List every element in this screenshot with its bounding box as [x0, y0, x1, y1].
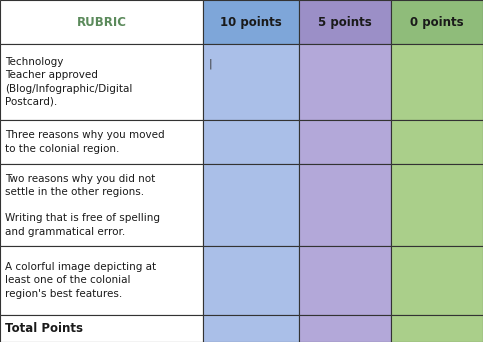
FancyBboxPatch shape [203, 44, 299, 120]
FancyBboxPatch shape [391, 120, 483, 164]
FancyBboxPatch shape [203, 246, 299, 315]
FancyBboxPatch shape [299, 0, 391, 44]
Text: A colorful image depicting at
least one of the colonial
region's best features.: A colorful image depicting at least one … [5, 262, 156, 299]
FancyBboxPatch shape [203, 0, 299, 44]
Text: |: | [209, 58, 213, 68]
FancyBboxPatch shape [391, 315, 483, 342]
Text: 5 points: 5 points [318, 16, 372, 29]
Text: Three reasons why you moved
to the colonial region.: Three reasons why you moved to the colon… [5, 130, 164, 154]
Text: RUBRIC: RUBRIC [76, 16, 127, 29]
FancyBboxPatch shape [0, 120, 203, 164]
Text: 10 points: 10 points [220, 16, 282, 29]
FancyBboxPatch shape [299, 315, 391, 342]
Text: Technology
Teacher approved
(Blog/Infographic/Digital
Postcard).: Technology Teacher approved (Blog/Infogr… [5, 57, 132, 107]
FancyBboxPatch shape [299, 120, 391, 164]
FancyBboxPatch shape [203, 164, 299, 246]
FancyBboxPatch shape [0, 0, 203, 44]
Text: Two reasons why you did not
settle in the other regions.

Writing that is free o: Two reasons why you did not settle in th… [5, 174, 160, 237]
FancyBboxPatch shape [203, 315, 299, 342]
FancyBboxPatch shape [0, 164, 203, 246]
FancyBboxPatch shape [391, 246, 483, 315]
FancyBboxPatch shape [299, 44, 391, 120]
Text: 0 points: 0 points [410, 16, 464, 29]
FancyBboxPatch shape [0, 315, 203, 342]
FancyBboxPatch shape [391, 0, 483, 44]
Text: Total Points: Total Points [5, 322, 83, 335]
FancyBboxPatch shape [0, 44, 203, 120]
FancyBboxPatch shape [391, 164, 483, 246]
FancyBboxPatch shape [203, 120, 299, 164]
FancyBboxPatch shape [299, 246, 391, 315]
FancyBboxPatch shape [0, 246, 203, 315]
FancyBboxPatch shape [299, 164, 391, 246]
FancyBboxPatch shape [391, 44, 483, 120]
